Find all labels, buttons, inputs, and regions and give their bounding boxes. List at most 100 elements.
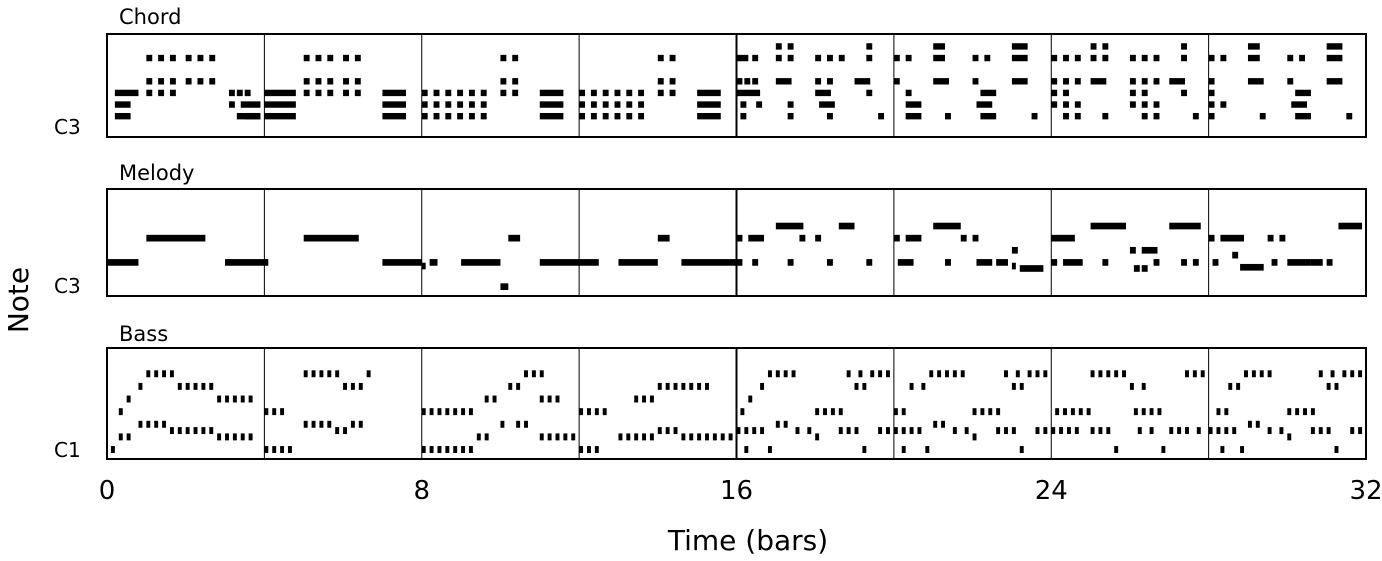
note-bass: [500, 420, 505, 428]
note-chord: [669, 89, 676, 97]
note-melody: [1169, 222, 1201, 230]
note-bass: [146, 370, 151, 378]
note-chord: [1153, 54, 1160, 62]
frame-bass: [106, 347, 1367, 460]
note-melody: [225, 259, 269, 266]
y-axis-label: Note: [2, 267, 35, 333]
note-chord: [264, 112, 296, 120]
x-axis-label: Time (bars): [667, 524, 828, 557]
note-chord: [382, 89, 407, 97]
note-bass: [586, 446, 591, 453]
note-bass: [901, 446, 906, 453]
note-bass: [1224, 427, 1229, 435]
note-chord: [1208, 112, 1215, 120]
note-bass: [138, 420, 143, 428]
note-bass: [1090, 370, 1095, 378]
note-chord: [1326, 78, 1343, 85]
note-chord: [1169, 78, 1186, 85]
note-bass: [795, 427, 800, 435]
note-melody: [1019, 265, 1044, 272]
note-bass: [952, 427, 957, 435]
note-chord: [421, 101, 428, 108]
note-bass: [201, 382, 206, 390]
note-bass: [909, 382, 914, 390]
panel-title-bass: Bass: [119, 322, 168, 346]
note-bass: [169, 370, 174, 378]
note-chord: [354, 78, 361, 85]
note-chord: [1031, 112, 1038, 120]
note-bass: [1228, 382, 1233, 390]
note-chord: [905, 112, 922, 120]
note-melody: [421, 262, 426, 270]
note-bass: [272, 446, 277, 453]
note-bass: [1157, 408, 1162, 416]
note-bass: [524, 420, 528, 428]
note-melody: [1090, 222, 1127, 230]
note-chord: [638, 101, 645, 108]
note-chord: [638, 112, 645, 120]
note-bass: [1255, 420, 1260, 428]
note-bass: [319, 370, 324, 378]
note-chord: [1181, 89, 1187, 97]
x-tick-label: 8: [413, 476, 430, 506]
note-chord: [590, 89, 597, 97]
note-chord: [1090, 78, 1107, 85]
note-melody: [1129, 246, 1136, 254]
note-bass: [264, 446, 269, 453]
note-melody: [976, 259, 993, 266]
note-bass: [1015, 370, 1020, 378]
note-chord: [972, 54, 979, 62]
note-bass: [1019, 446, 1024, 453]
note-chord: [972, 78, 979, 85]
note-bass: [555, 433, 560, 441]
note-bass: [126, 395, 131, 403]
note-bass: [319, 420, 324, 428]
note-melody: [748, 234, 765, 242]
note-bass: [311, 370, 316, 378]
grid-lines-bass: [263, 348, 1210, 459]
note-melody: [429, 259, 438, 266]
note-chord: [1295, 112, 1311, 120]
grid-lines-chord: [263, 34, 1210, 137]
note-bass: [917, 427, 922, 435]
note-bass: [492, 395, 497, 403]
note-chord: [500, 54, 507, 62]
note-bass: [736, 427, 741, 435]
note-bass: [1011, 427, 1016, 435]
note-bass: [421, 446, 426, 453]
note-chord: [775, 43, 782, 50]
note-chord: [657, 54, 664, 62]
note-bass: [1149, 408, 1154, 416]
note-chord: [264, 89, 296, 97]
note-bass: [933, 420, 938, 428]
note-melody: [1133, 265, 1140, 272]
note-chord: [980, 89, 997, 97]
note-chord: [1141, 101, 1148, 108]
note-bass: [783, 420, 788, 428]
note-bass: [673, 382, 678, 390]
note-chord: [445, 112, 452, 120]
panel-title-melody: Melody: [119, 161, 194, 185]
note-bass: [1279, 427, 1284, 435]
note-bass: [169, 427, 174, 435]
note-bass: [1318, 370, 1323, 378]
note-bass: [1232, 427, 1237, 435]
note-bass: [193, 427, 198, 435]
note-bass: [941, 420, 946, 428]
note-chord: [787, 112, 794, 120]
note-chord: [638, 89, 645, 97]
note-melody: [508, 234, 521, 242]
note-bass: [177, 382, 182, 390]
note-bass: [280, 408, 285, 416]
note-chord: [146, 89, 153, 97]
note-bass: [893, 427, 898, 435]
note-melody: [1181, 259, 1187, 266]
note-bass: [1027, 370, 1032, 378]
note-bass: [1074, 427, 1079, 435]
note-chord: [445, 101, 452, 108]
note-melody: [618, 259, 658, 266]
note-bass: [303, 370, 308, 378]
note-chord: [893, 78, 900, 85]
note-chord: [1220, 101, 1227, 108]
note-bass: [996, 408, 1001, 416]
